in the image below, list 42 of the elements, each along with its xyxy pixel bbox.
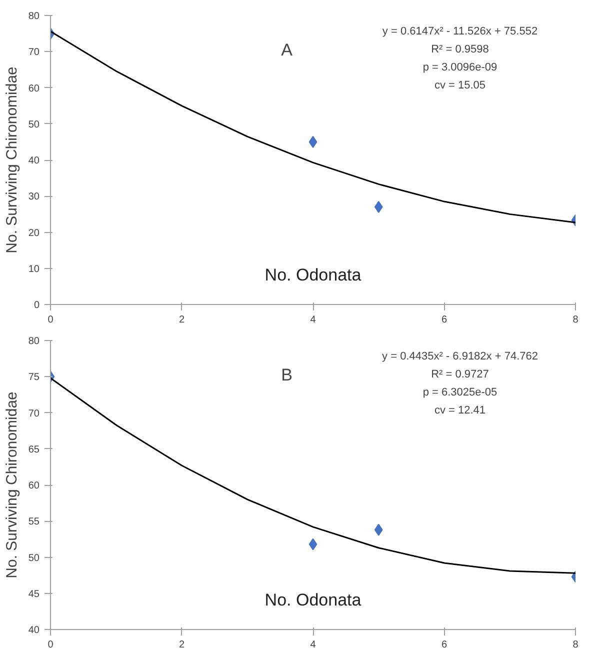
y-tick-label: 45 bbox=[28, 588, 40, 600]
x-tick-label: 6 bbox=[441, 314, 448, 326]
annotation: p = 3.0096e-09 bbox=[422, 62, 498, 74]
y-tick-label: 55 bbox=[28, 516, 40, 528]
x-tick-label: 0 bbox=[48, 314, 54, 326]
x-tick-label: 4 bbox=[310, 314, 316, 326]
annotation: y = 0.6147x² - 11.526x + 75.552 bbox=[382, 26, 538, 38]
x-axis-title: No. Odonata bbox=[264, 266, 362, 284]
annotation: y = 0.4435x² - 6.9182x + 74.762 bbox=[382, 350, 538, 362]
annotation: R² = 0.9727 bbox=[431, 368, 489, 380]
y-tick-label: 70 bbox=[28, 408, 40, 420]
annotation: R² = 0.9598 bbox=[431, 44, 489, 56]
y-tick-label: 50 bbox=[28, 119, 40, 130]
y-axis-title: No. Surviving Chironomidae bbox=[3, 66, 20, 254]
y-tick-label: 80 bbox=[28, 11, 40, 22]
y-tick-label: 40 bbox=[28, 625, 40, 636]
y-tick-label: 60 bbox=[28, 480, 40, 492]
y-tick-label: 50 bbox=[28, 552, 40, 564]
y-axis-title: No. Surviving Chironomidae bbox=[3, 392, 20, 578]
x-tick-label: 4 bbox=[310, 640, 316, 650]
x-tick-label: 6 bbox=[441, 640, 448, 650]
y-tick-label: 0 bbox=[34, 300, 40, 311]
annotation: p = 6.3025e-05 bbox=[422, 386, 498, 398]
x-tick-label: 8 bbox=[572, 640, 579, 650]
x-tick-label: 2 bbox=[178, 640, 185, 650]
y-tick-label: 65 bbox=[28, 444, 40, 456]
y-tick-label: 20 bbox=[28, 228, 40, 239]
y-tick-label: 30 bbox=[28, 192, 40, 203]
x-tick-label: 2 bbox=[178, 314, 185, 326]
annotation: cv = 15.05 bbox=[434, 80, 486, 92]
y-tick-label: 40 bbox=[28, 156, 40, 166]
y-tick-label: 80 bbox=[28, 336, 40, 347]
y-tick-label: 10 bbox=[28, 264, 40, 275]
y-tick-label: 75 bbox=[28, 372, 40, 384]
y-tick-label: 60 bbox=[28, 83, 40, 94]
annotation: cv = 12.41 bbox=[434, 404, 486, 416]
annotation: B bbox=[281, 366, 292, 384]
annotation: A bbox=[281, 40, 294, 60]
y-tick-label: 70 bbox=[28, 47, 40, 58]
x-tick-label: 8 bbox=[572, 314, 579, 326]
x-axis-title: No. Odonata bbox=[264, 590, 362, 610]
x-tick-label: 0 bbox=[48, 640, 54, 650]
